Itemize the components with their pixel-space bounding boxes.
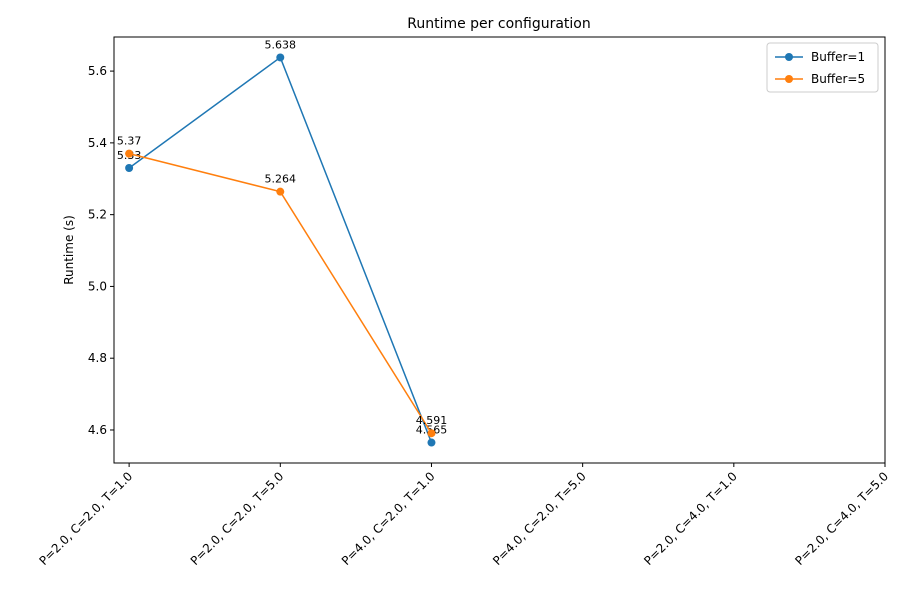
- y-tick-label: 5.6: [88, 64, 107, 78]
- chart-title: Runtime per configuration: [407, 16, 591, 32]
- marker: [276, 53, 285, 62]
- marker: [427, 438, 436, 447]
- legend-marker: [785, 75, 793, 83]
- data-label: 4.591: [416, 414, 448, 427]
- plot-frame: [113, 36, 886, 464]
- y-tick-label: 5.0: [88, 279, 107, 293]
- legend-label: Buffer=1: [811, 50, 865, 64]
- y-tick-label: 5.4: [88, 136, 107, 150]
- data-label: 5.264: [265, 173, 297, 186]
- data-label: 5.638: [265, 38, 297, 51]
- marker: [276, 187, 285, 196]
- marker: [125, 149, 134, 158]
- data-label: 5.37: [117, 135, 142, 148]
- marker: [427, 429, 436, 438]
- marker: [125, 163, 134, 172]
- legend-marker: [785, 53, 793, 61]
- y-tick-label: 5.2: [88, 208, 107, 222]
- y-tick-label: 4.6: [88, 423, 107, 437]
- legend-label: Buffer=5: [811, 72, 865, 86]
- y-tick-label: 4.8: [88, 351, 107, 365]
- y-axis-label: Runtime (s): [62, 215, 76, 285]
